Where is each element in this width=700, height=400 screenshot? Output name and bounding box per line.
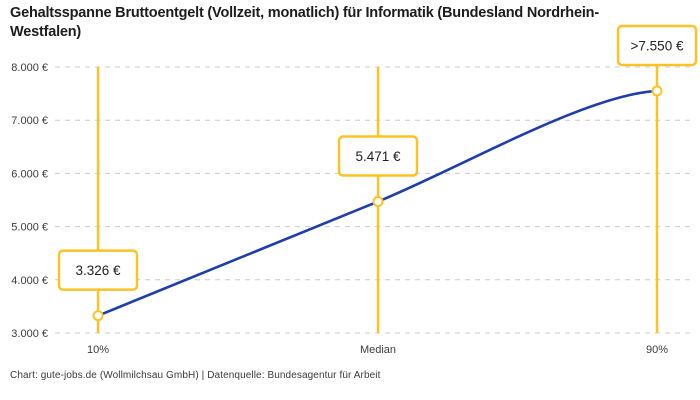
data-point-marker bbox=[92, 310, 104, 322]
point-label-box bbox=[337, 135, 419, 177]
y-tick-label: 6.000 € bbox=[11, 168, 48, 180]
chart-title: Gehaltsspanne Bruttoentgelt (Vollzeit, m… bbox=[10, 5, 599, 40]
y-tick-label: 7.000 € bbox=[11, 115, 48, 127]
point-label-box bbox=[616, 24, 698, 67]
chart-attribution: Chart: gute-jobs.de (Wollmilchsau GmbH) … bbox=[10, 370, 381, 381]
x-tick-label: 90% bbox=[646, 344, 668, 356]
x-tick-label: Median bbox=[360, 344, 396, 356]
y-tick-label: 4.000 € bbox=[11, 275, 48, 287]
point-value-label: 3.326 € bbox=[75, 263, 121, 278]
y-tick-label: 8.000 € bbox=[11, 62, 48, 74]
point-label-box bbox=[57, 249, 139, 291]
data-point-marker bbox=[651, 85, 663, 97]
data-point-marker bbox=[372, 196, 384, 208]
x-tick-label: 10% bbox=[87, 344, 109, 356]
point-value-label: >7.550 € bbox=[631, 38, 684, 53]
point-value-label: 5.471 € bbox=[355, 149, 401, 164]
y-tick-label: 3.000 € bbox=[11, 328, 48, 340]
y-tick-label: 5.000 € bbox=[11, 222, 48, 234]
